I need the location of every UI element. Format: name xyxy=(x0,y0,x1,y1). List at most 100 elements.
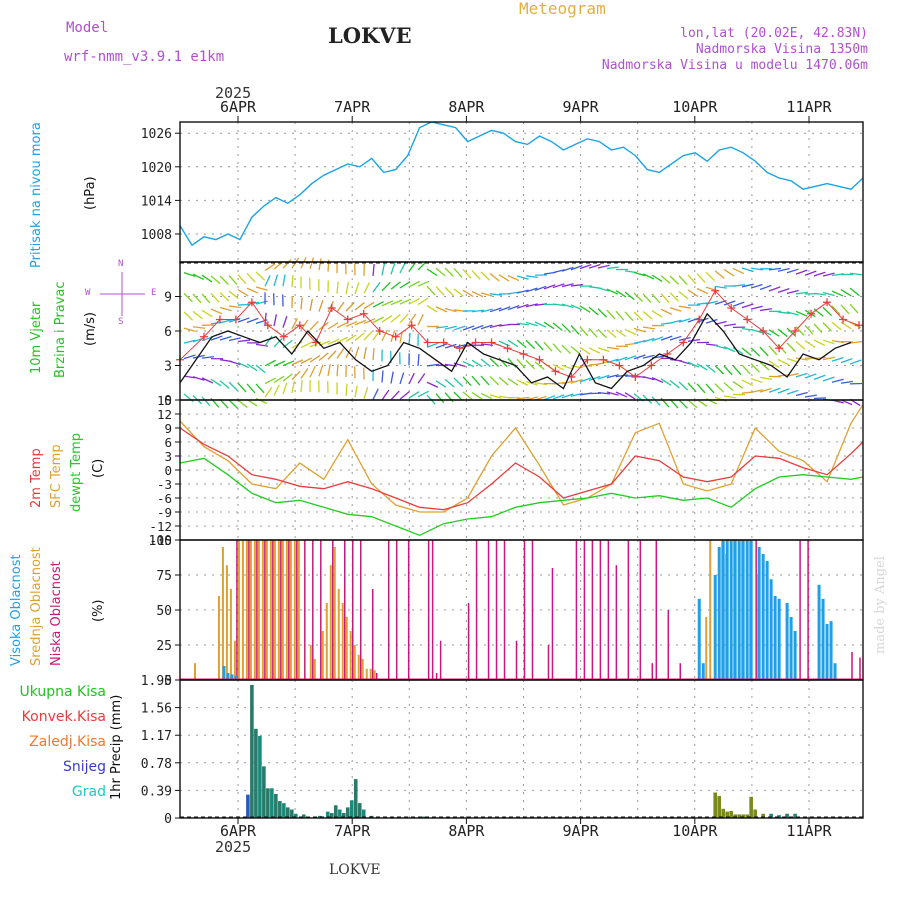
wind-arrow xyxy=(336,301,345,313)
wind-arrow xyxy=(795,372,808,378)
wind-arrow xyxy=(723,365,733,376)
high-cloud-bar xyxy=(793,631,797,680)
precip-legend-item: Grad xyxy=(71,784,106,800)
low-cloud-bar xyxy=(280,540,282,680)
wind-arrow xyxy=(714,344,727,350)
wind-arrow xyxy=(597,374,610,380)
wind-arrow xyxy=(642,337,655,343)
wind-arrow xyxy=(435,343,448,349)
wind-arrow xyxy=(813,323,823,334)
low-cloud-bar xyxy=(312,540,314,680)
high-cloud-bar xyxy=(713,575,717,680)
wind-arrow xyxy=(282,258,292,269)
low-cloud-bar xyxy=(359,540,362,680)
wind-arrow xyxy=(435,286,445,296)
low-cloud-bar xyxy=(332,540,334,680)
wind-arrow xyxy=(723,268,735,277)
low-cloud-bar xyxy=(304,540,306,680)
temp-panel-frame xyxy=(179,399,864,541)
high-cloud-bar xyxy=(721,540,725,680)
wind-arrow xyxy=(480,308,493,313)
wind-arrow xyxy=(768,329,780,337)
pressure-line xyxy=(179,121,864,247)
wind-arrow xyxy=(282,274,286,287)
wind-arrow xyxy=(372,282,381,293)
y-tick-label: -12 xyxy=(149,519,172,534)
wind-arrow xyxy=(219,398,229,409)
wind-arrow xyxy=(687,289,699,298)
wind-arrow xyxy=(228,381,238,392)
wind-arrow xyxy=(363,282,371,294)
gust-point xyxy=(231,315,240,324)
wind-arrow xyxy=(255,343,268,347)
mid-cloud-bar xyxy=(361,659,364,680)
wind-arrow xyxy=(192,376,205,381)
wind-arrow xyxy=(264,335,273,347)
high-cloud-bar xyxy=(737,540,741,680)
wind-arrow xyxy=(516,289,529,294)
wind-arrow xyxy=(417,313,424,326)
gust-point xyxy=(215,315,224,324)
wind-arrow xyxy=(255,364,266,374)
wind-arrow xyxy=(606,346,619,350)
wind-arrow xyxy=(750,378,763,383)
gust-point xyxy=(519,350,528,358)
wind-arrow xyxy=(624,328,637,336)
wind-arrow xyxy=(327,364,331,377)
wind-arrow xyxy=(741,283,754,288)
wind-arrow xyxy=(822,322,832,332)
gust-point xyxy=(423,338,432,347)
wind-arrow xyxy=(543,341,553,352)
gust-point xyxy=(855,321,864,330)
precip-bar xyxy=(302,814,306,818)
wind-arrow xyxy=(606,391,619,396)
high-cloud-bar xyxy=(769,579,773,680)
wind-arrow xyxy=(426,285,436,296)
high-cloud-bar xyxy=(222,666,226,680)
low-cloud-bar xyxy=(272,540,274,680)
wind-arrow xyxy=(597,328,607,339)
wind-arrow xyxy=(444,325,457,330)
wind-arrow xyxy=(822,376,835,382)
wind-arrow xyxy=(381,300,394,307)
wind-arrow xyxy=(228,275,238,285)
wind-arrow xyxy=(219,306,232,312)
wind-arrow xyxy=(579,377,592,383)
temp-dewpoint-line xyxy=(179,457,864,537)
wind-arrow xyxy=(678,305,691,309)
wind-arrow xyxy=(255,286,268,291)
precip-bar xyxy=(777,815,781,818)
wind-arrow xyxy=(786,357,799,363)
low-cloud-bar xyxy=(799,540,801,680)
wind-arrow xyxy=(390,314,401,323)
wind-arrow xyxy=(561,266,574,272)
precip-bar xyxy=(341,813,346,818)
wind-arrow xyxy=(678,336,691,342)
wind-arrow xyxy=(318,364,324,377)
wind-arrow xyxy=(795,269,808,275)
wind-arrow xyxy=(642,354,655,359)
precip-bar xyxy=(741,814,745,818)
low-cloud-bar xyxy=(431,540,434,680)
low-cloud-bar xyxy=(407,540,410,680)
low-cloud-bar xyxy=(591,540,594,680)
wind-arrow xyxy=(336,321,348,329)
wind-arrow xyxy=(399,391,410,400)
bottom-date-label: 10APR xyxy=(672,822,718,840)
wind-arrow xyxy=(228,337,241,342)
wind-arrow xyxy=(273,360,286,367)
wind-arrow xyxy=(660,335,673,341)
wind-arrow xyxy=(435,380,447,388)
gust-point xyxy=(343,315,352,324)
wind-arrow xyxy=(291,275,294,288)
wind-arrow xyxy=(237,317,250,323)
mid-cloud-bar xyxy=(333,547,336,680)
low-cloud-bar xyxy=(655,540,658,680)
wind-arrow xyxy=(813,292,826,296)
wind-arrow xyxy=(399,331,403,344)
wind-arrow xyxy=(660,293,670,303)
wind-arrow xyxy=(669,319,682,324)
gust-point xyxy=(759,327,768,335)
wind-arrow xyxy=(291,317,299,330)
wind-arrow xyxy=(723,323,736,327)
